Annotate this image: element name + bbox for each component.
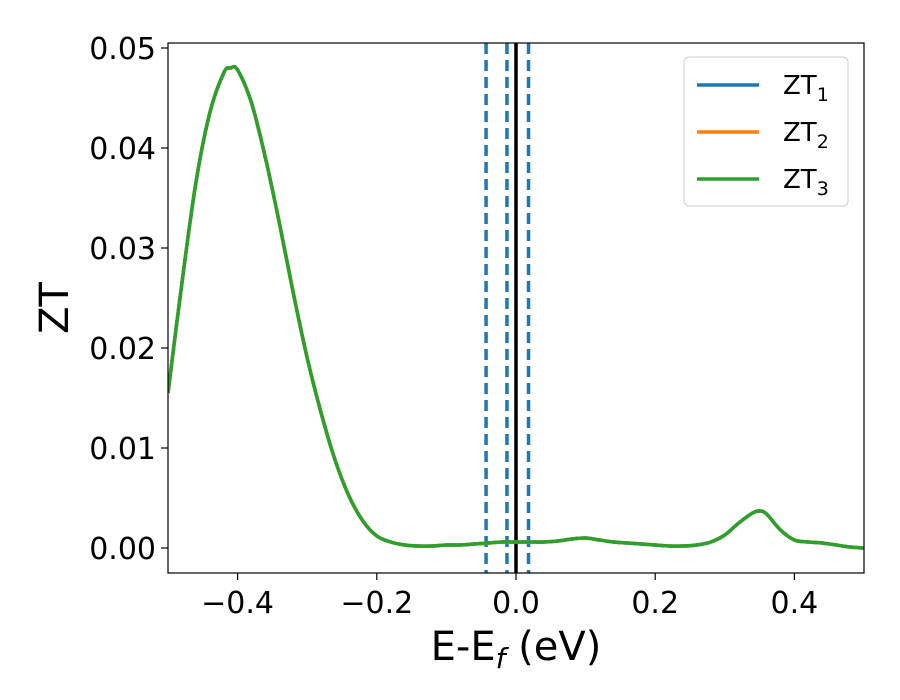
x-axis-label: E-Ef (eV): [431, 624, 602, 675]
x-tick-label: 0.4: [771, 586, 819, 621]
legend: ZT1 ZT2 ZT3: [683, 56, 849, 207]
x-tick-label: 0.0: [492, 586, 540, 621]
y-tick-label: 0.02: [89, 332, 156, 367]
x-tick-label: −0.2: [340, 586, 413, 621]
y-tick-label: 0.05: [89, 32, 156, 67]
series-line-zt3: [168, 64, 864, 550]
legend-item-zt3: ZT3: [697, 165, 829, 200]
x-tick-label: 0.2: [631, 586, 679, 621]
reference-lines: [484, 43, 531, 573]
x-tick-label: −0.4: [201, 586, 274, 621]
series-lines: [168, 64, 864, 550]
legend-item-zt2: ZT2: [697, 118, 829, 153]
y-tick-label: 0.00: [89, 532, 156, 567]
x-axis-ticks: −0.4 −0.2 0.0 0.2 0.4: [201, 573, 818, 621]
legend-box: [683, 56, 849, 207]
y-tick-label: 0.01: [89, 432, 156, 467]
y-tick-label: 0.04: [89, 132, 156, 167]
legend-label: ZT2: [783, 118, 829, 153]
y-axis-ticks: 0.00 0.01 0.02 0.03 0.04 0.05: [89, 32, 168, 567]
legend-item-zt1: ZT1: [697, 71, 829, 106]
y-axis-label: ZT: [32, 282, 78, 334]
y-tick-label: 0.03: [89, 232, 156, 267]
legend-label: ZT3: [783, 165, 829, 200]
legend-label: ZT1: [783, 71, 829, 106]
